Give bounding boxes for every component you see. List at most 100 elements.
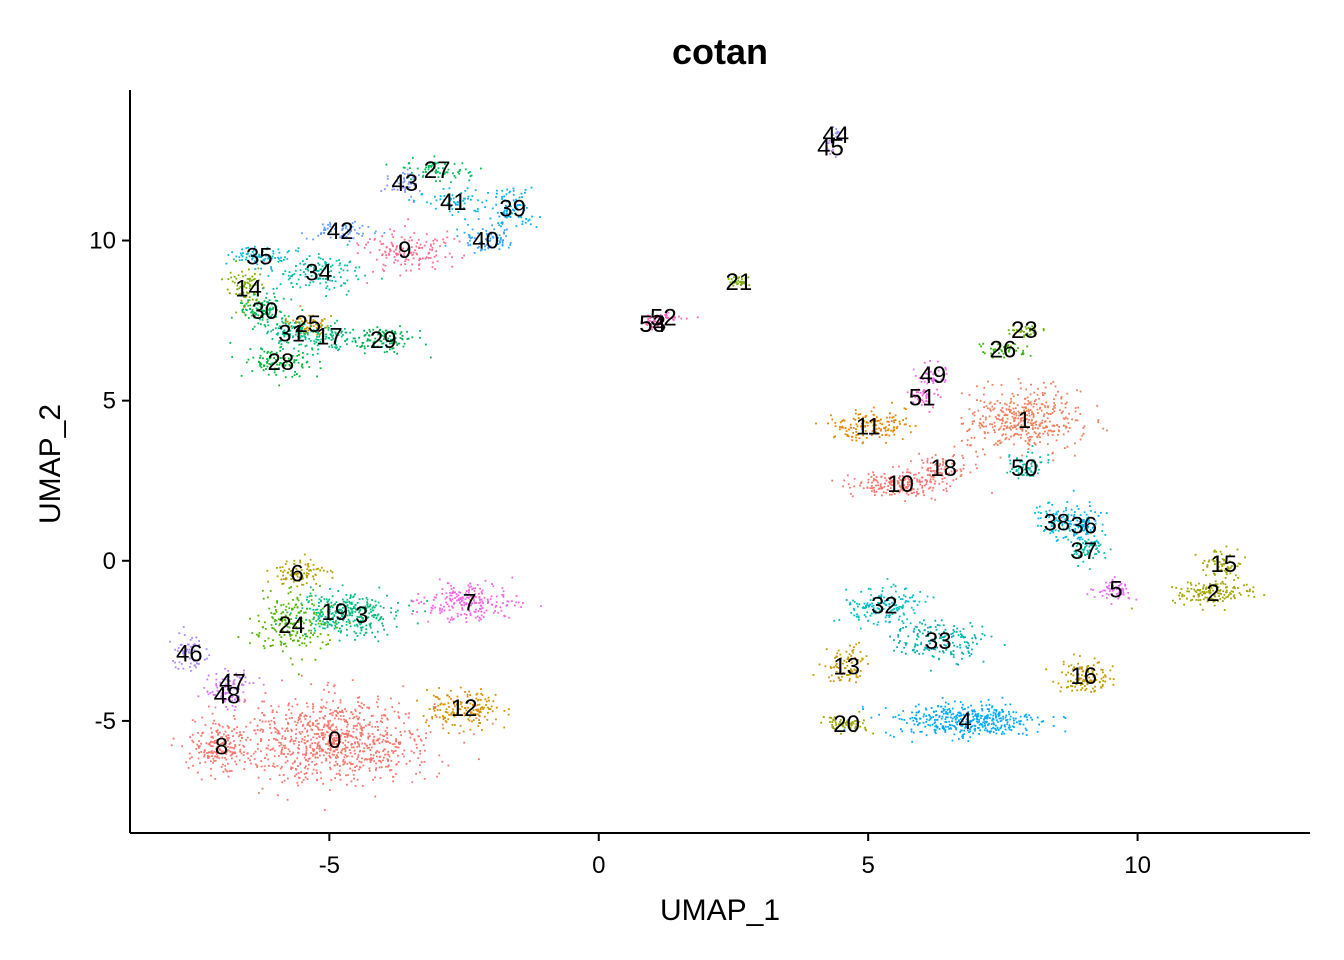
point [478, 758, 480, 761]
point [864, 728, 867, 731]
point [1015, 329, 1018, 331]
point [330, 601, 333, 604]
point [1025, 433, 1028, 436]
point [337, 736, 340, 739]
point [1222, 590, 1225, 593]
point [366, 616, 369, 619]
point [359, 705, 362, 708]
point [356, 745, 359, 748]
point [366, 758, 368, 761]
point [452, 172, 454, 175]
point [1213, 550, 1215, 553]
point [1102, 679, 1104, 682]
point [306, 576, 308, 579]
point [306, 333, 309, 336]
point [976, 399, 978, 401]
point [469, 171, 471, 173]
point [1053, 430, 1056, 432]
point [192, 764, 194, 767]
point [379, 755, 382, 758]
point [264, 640, 266, 642]
point [1002, 419, 1004, 422]
point [1116, 588, 1118, 591]
point [286, 625, 289, 628]
point [302, 753, 304, 756]
point [439, 172, 441, 175]
point [442, 241, 445, 244]
point [356, 345, 359, 347]
point [835, 662, 838, 665]
point [1012, 407, 1015, 410]
point [842, 419, 845, 421]
point [1109, 581, 1112, 584]
point [273, 620, 276, 623]
point [1108, 584, 1110, 587]
point [342, 615, 345, 618]
point [839, 426, 841, 428]
point [423, 778, 426, 780]
point [272, 617, 275, 620]
point [1091, 672, 1094, 675]
point [273, 755, 276, 758]
point [198, 745, 201, 748]
point [911, 716, 914, 719]
point [229, 770, 231, 772]
point [306, 729, 309, 732]
point [291, 663, 294, 666]
point [278, 618, 280, 621]
point [404, 263, 407, 265]
point [272, 306, 275, 309]
point [1027, 400, 1030, 402]
point [265, 747, 268, 750]
point [740, 284, 742, 286]
point [849, 673, 851, 676]
point [1073, 653, 1075, 656]
point [839, 421, 842, 424]
point [983, 401, 986, 404]
point [247, 358, 250, 361]
point [252, 278, 255, 281]
point [854, 725, 857, 728]
point [1217, 600, 1219, 602]
point [1001, 417, 1004, 420]
point [309, 586, 312, 589]
point [296, 596, 299, 599]
point [303, 753, 306, 756]
point [259, 364, 262, 367]
point [311, 729, 314, 731]
point [981, 715, 983, 717]
point [356, 242, 358, 245]
point [316, 742, 319, 745]
point [405, 258, 407, 261]
point [444, 256, 447, 258]
point [415, 743, 418, 746]
point [262, 310, 265, 313]
point [385, 246, 388, 248]
point [1001, 731, 1004, 733]
point [467, 172, 470, 174]
point [243, 284, 246, 287]
point [483, 596, 486, 599]
point [877, 488, 880, 491]
point [235, 755, 238, 758]
point [911, 711, 913, 714]
point [892, 484, 895, 486]
point [241, 311, 244, 313]
point [226, 749, 229, 752]
point [319, 367, 322, 370]
point [265, 309, 268, 312]
point [470, 602, 473, 605]
point [458, 170, 461, 172]
point [335, 620, 337, 622]
point [250, 314, 253, 317]
point [1018, 720, 1021, 723]
point [336, 711, 339, 713]
point [475, 717, 478, 720]
point [263, 700, 265, 703]
point [378, 742, 381, 744]
point [382, 242, 385, 245]
point [267, 720, 270, 723]
point [352, 730, 355, 733]
point [1206, 564, 1209, 566]
point [982, 415, 984, 417]
